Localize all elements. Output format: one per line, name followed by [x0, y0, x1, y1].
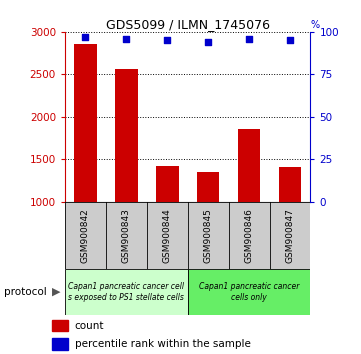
Bar	[188, 269, 310, 315]
Text: ▶: ▶	[52, 287, 61, 297]
Text: GSM900842: GSM900842	[81, 208, 90, 263]
Point	[246, 36, 252, 41]
Text: count: count	[75, 321, 104, 331]
Text: GSM900846: GSM900846	[245, 208, 253, 263]
Bar	[74, 44, 97, 202]
Bar	[229, 202, 270, 269]
Bar	[238, 129, 260, 202]
Text: GSM900844: GSM900844	[163, 208, 172, 263]
Text: percentile rank within the sample: percentile rank within the sample	[75, 339, 251, 349]
Bar	[156, 166, 178, 202]
Bar	[106, 202, 147, 269]
Point	[164, 38, 170, 43]
Bar	[270, 202, 310, 269]
Text: Capan1 pancreatic cancer
cells only: Capan1 pancreatic cancer cells only	[199, 282, 299, 302]
Text: %: %	[310, 20, 319, 30]
Title: GDS5099 / ILMN_1745076: GDS5099 / ILMN_1745076	[106, 18, 270, 31]
Bar	[188, 202, 229, 269]
Bar	[52, 320, 68, 331]
Bar	[197, 172, 219, 202]
Text: Capan1 pancreatic cancer cell
s exposed to PS1 stellate cells: Capan1 pancreatic cancer cell s exposed …	[68, 282, 184, 302]
Bar	[65, 269, 188, 315]
Bar	[65, 202, 106, 269]
Text: GSM900843: GSM900843	[122, 208, 131, 263]
Bar	[147, 202, 188, 269]
Bar	[115, 69, 138, 202]
Text: GSM900845: GSM900845	[204, 208, 213, 263]
Bar	[52, 338, 68, 350]
Point	[123, 36, 129, 41]
Point	[83, 34, 88, 40]
Bar	[279, 167, 301, 202]
Point	[205, 39, 211, 45]
Point	[287, 38, 293, 43]
Text: GSM900847: GSM900847	[286, 208, 295, 263]
Text: protocol: protocol	[4, 287, 46, 297]
